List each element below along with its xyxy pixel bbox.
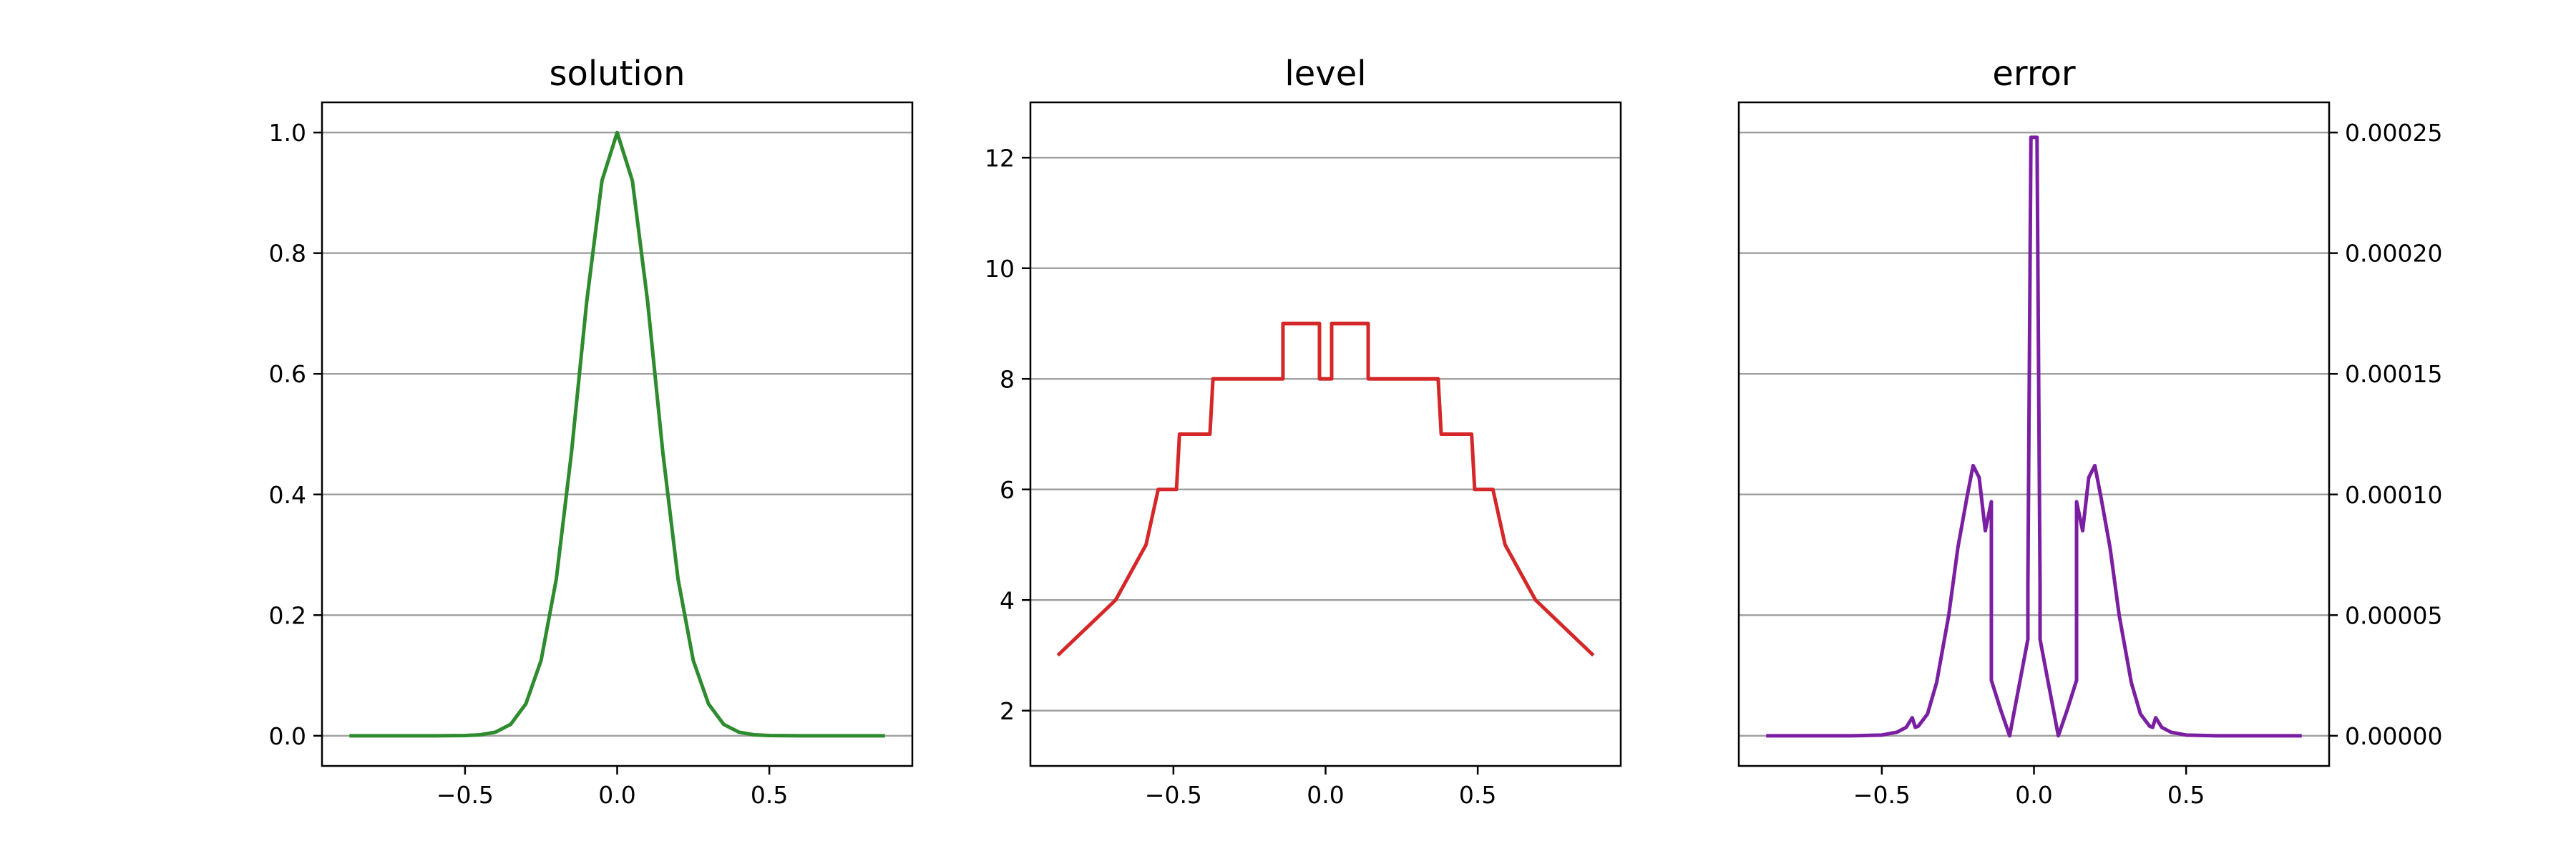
xtick-label-error-0: −0.5: [1853, 781, 1911, 809]
xtick-label-solution-1: 0.0: [598, 781, 635, 809]
ytick-label-error-1: 0.00005: [2345, 601, 2442, 629]
ytick-label-solution-1: 0.2: [269, 601, 306, 629]
xtick-label-error-1: 0.0: [2015, 781, 2052, 809]
xtick-label-error-2: 0.5: [2167, 781, 2205, 809]
series-line-solution: [349, 130, 885, 738]
xtick-label-level-2: 0.5: [1459, 781, 1496, 809]
panel-error: −0.5 0.0 0.5 0.00000 0.00005 0.00010 0.00015 0.…: [1737, 54, 2442, 809]
ytick-label-solution-0: 0.0: [269, 722, 306, 750]
xtick-label-solution-0: −0.5: [436, 781, 494, 809]
chart-title-level: level: [1284, 54, 1366, 94]
ytick-label-error-2: 0.00010: [2345, 481, 2442, 509]
chart-title-error: error: [1992, 54, 2075, 94]
chart-title-solution: solution: [549, 54, 685, 94]
ytick-label-error-3: 0.00015: [2345, 360, 2442, 388]
ytick-label-solution-3: 0.6: [269, 360, 306, 388]
ytick-label-level-5: 12: [985, 144, 1015, 172]
ytick-label-error-4: 0.00020: [2345, 240, 2442, 268]
panel-solution: −0.5 0.0 0.5 0.0 0.2 0.4 0.6 0.8 1.0 solution: [269, 54, 914, 809]
ytick-label-error-0: 0.00000: [2345, 722, 2442, 750]
ytick-label-level-4: 10: [985, 255, 1015, 283]
ytick-label-solution-5: 1.0: [269, 119, 306, 147]
panel-level: −0.5 0.0 0.5 2 4 6 8 10 12 level: [985, 54, 1622, 809]
ytick-label-level-1: 4: [1000, 586, 1015, 614]
series-line-level: [1056, 321, 1595, 657]
series-line-error: [1766, 135, 2302, 738]
xtick-label-level-0: −0.5: [1145, 781, 1202, 809]
ytick-label-level-3: 8: [1000, 365, 1015, 393]
ytick-label-error-5: 0.00025: [2345, 119, 2442, 147]
xtick-label-level-1: 0.0: [1307, 781, 1344, 809]
ytick-label-level-0: 2: [1000, 697, 1015, 725]
ytick-label-solution-4: 0.8: [269, 240, 306, 268]
ytick-label-solution-2: 0.4: [269, 481, 306, 509]
ytick-label-level-2: 6: [1000, 476, 1015, 504]
xtick-label-solution-2: 0.5: [751, 781, 788, 809]
